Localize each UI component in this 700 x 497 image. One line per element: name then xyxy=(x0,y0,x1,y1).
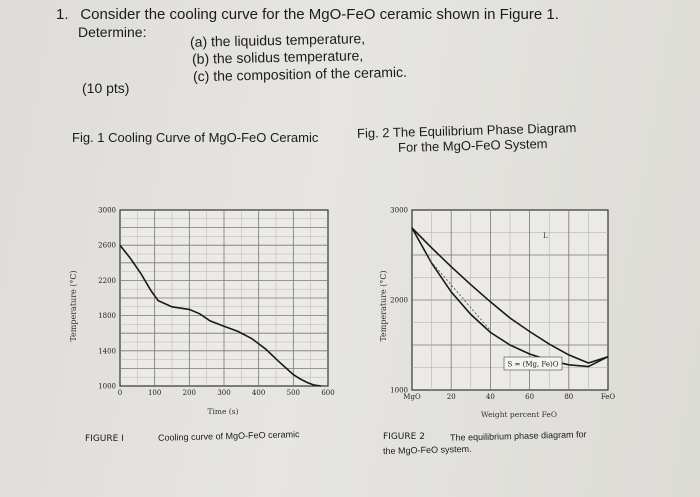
x-tick-label: 80 xyxy=(564,393,573,401)
fig2-caption-line2: For the MgO-FeO System xyxy=(397,136,548,155)
fig1-caption: Fig. 1 Cooling Curve of MgO-FeO Ceramic xyxy=(72,130,319,145)
x-tick-label: 20 xyxy=(447,393,456,401)
fig2-footer-label: FIGURE 2 xyxy=(383,432,425,442)
y-tick-label: 2000 xyxy=(390,297,408,305)
x-tick-label: 500 xyxy=(287,389,300,397)
y-tick-label: 1000 xyxy=(390,387,408,395)
cooling-grid xyxy=(119,209,329,387)
phase-x-axis-label: Weight percent FeO xyxy=(481,410,557,419)
fig2-footer-text-1: The equilibrium phase diagram for xyxy=(449,429,587,443)
question-number: 1. xyxy=(56,6,69,23)
x-tick-label: 400 xyxy=(252,389,265,397)
y-tick-label: 1800 xyxy=(98,312,116,320)
x-tick-label: 600 xyxy=(321,389,334,397)
fig1-footer-label: FIGURE I xyxy=(85,434,124,444)
x-tick-label: 100 xyxy=(148,389,161,397)
points-label: (10 pts) xyxy=(82,80,130,96)
cooling-curve-chart: 1000 1400 1800 2200 2600 3000 0 100 200 300 400 500… xyxy=(69,207,335,417)
x-tick-label: 0 xyxy=(118,389,122,397)
liquid-region-label: L xyxy=(543,232,548,240)
y-tick-label: 2600 xyxy=(98,242,116,250)
y-tick-label: 2200 xyxy=(98,277,116,285)
cooling-curve-line xyxy=(119,244,322,387)
cooling-y-axis-label: Temperature (°C) xyxy=(69,270,78,341)
y-tick-label: 1000 xyxy=(98,383,116,391)
fig1-footer-text: Cooling curve of MgO-FeO ceramic xyxy=(157,429,300,443)
x-tick-label: 60 xyxy=(525,393,534,401)
x-tick-label: 300 xyxy=(217,389,230,397)
solidus-line xyxy=(411,227,609,368)
solid-label-box xyxy=(503,356,563,371)
x-tick-label: FeO xyxy=(601,393,616,401)
part-b: (b) the solidus temperature, xyxy=(191,47,364,67)
solid-region-label: S = (Mg, Fe)O xyxy=(507,361,558,369)
cooling-x-axis-label: Time (s) xyxy=(207,407,238,416)
phase-diagram-chart: 1000 2000 3000 MgO 20 40 60 80 FeO L S = (Mg, Fe… xyxy=(379,207,616,420)
y-tick-label: 3000 xyxy=(98,207,116,215)
y-tick-label: 1400 xyxy=(98,347,116,355)
fig2-footer-text-2: the MgO-FeO system. xyxy=(382,443,472,457)
question-prompt: Consider the cooling curve for the MgO-F… xyxy=(80,6,559,23)
part-c: (c) the composition of the ceramic. xyxy=(192,63,408,85)
x-tick-label: 40 xyxy=(486,393,495,401)
x-tick-label: MgO xyxy=(403,393,421,401)
determine-label: Determine: xyxy=(78,24,147,40)
phase-y-axis-label: Temperature (°C) xyxy=(379,270,388,341)
x-tick-label: 200 xyxy=(183,389,196,397)
liquidus-line xyxy=(411,227,609,364)
y-tick-label: 3000 xyxy=(390,207,408,215)
